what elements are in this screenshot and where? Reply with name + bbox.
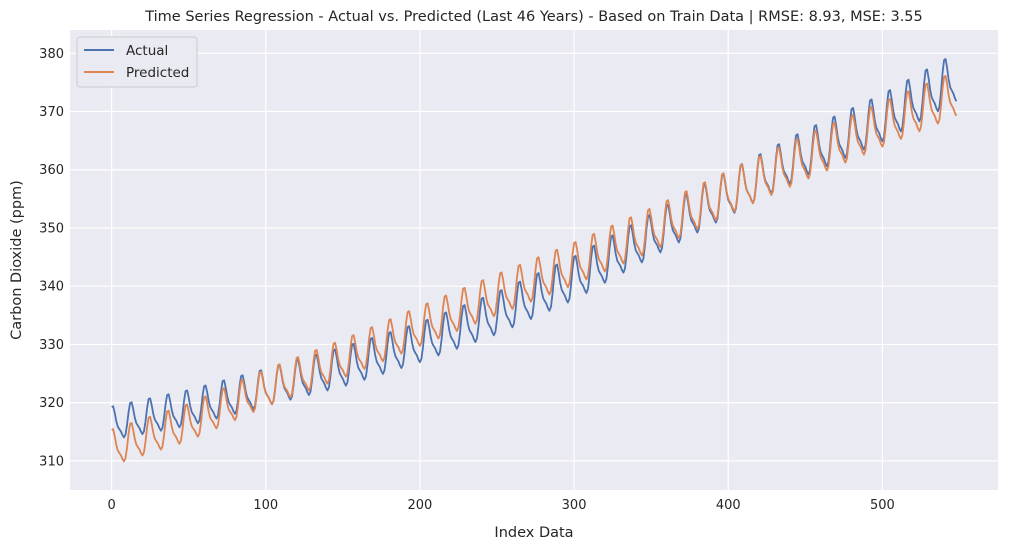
y-tick-label: 330 [39, 338, 64, 353]
y-tick-label: 380 [39, 47, 64, 62]
y-tick-label: 360 [39, 163, 64, 178]
plot-background [70, 30, 998, 490]
x-tick-label: 100 [253, 498, 278, 513]
x-tick-label: 500 [870, 498, 895, 513]
x-tick-label: 0 [107, 498, 115, 513]
y-tick-label: 340 [39, 280, 64, 295]
y-axis-label: Carbon Dioxide (ppm) [9, 180, 25, 340]
y-tick-label: 320 [39, 396, 64, 411]
legend: Actual Predicted [76, 36, 198, 88]
ticks: 0 100 200 300 400 500 310 320 330 340 350 360 370 380 [39, 47, 895, 513]
x-axis-label: Index Data [494, 525, 573, 541]
series-line-actual [111, 58, 958, 439]
x-tick-label: 200 [408, 498, 433, 513]
series-layer [111, 58, 958, 463]
series-line-predicted [111, 74, 958, 463]
grid [70, 30, 998, 490]
legend-label-predicted: Predicted [126, 65, 189, 81]
y-tick-label: 370 [39, 105, 64, 120]
x-tick-label: 400 [716, 498, 741, 513]
y-tick-label: 310 [39, 454, 64, 469]
y-tick-label: 350 [39, 221, 64, 236]
x-tick-label: 300 [562, 498, 587, 513]
legend-label-actual: Actual [126, 43, 168, 59]
chart-title: Time Series Regression - Actual vs. Pred… [144, 9, 923, 25]
